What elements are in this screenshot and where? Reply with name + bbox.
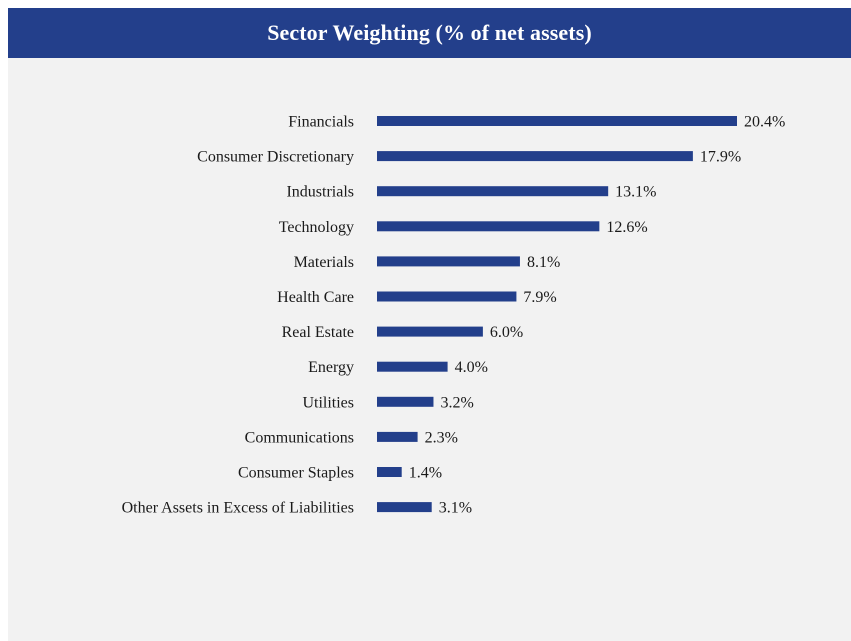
value-label: 2.3% bbox=[425, 429, 458, 446]
bar bbox=[377, 502, 432, 513]
category-label: Technology bbox=[279, 219, 354, 236]
value-label: 6.0% bbox=[490, 324, 523, 341]
category-label: Consumer Discretionary bbox=[197, 149, 354, 166]
category-label: Communications bbox=[245, 429, 354, 446]
bar bbox=[377, 186, 609, 197]
value-label: 4.0% bbox=[455, 359, 488, 376]
bar bbox=[377, 116, 737, 126]
bar bbox=[377, 361, 448, 372]
category-label: Financials bbox=[288, 114, 354, 131]
category-label: Other Assets in Excess of Liabilities bbox=[122, 500, 354, 517]
value-label: 20.4% bbox=[744, 114, 785, 131]
value-label: 17.9% bbox=[700, 149, 741, 166]
value-label: 3.1% bbox=[439, 500, 472, 517]
value-label: 12.6% bbox=[606, 219, 647, 236]
bar bbox=[377, 256, 520, 267]
category-label: Real Estate bbox=[282, 324, 354, 341]
category-label: Energy bbox=[308, 359, 354, 376]
category-label: Utilities bbox=[302, 394, 354, 411]
bar bbox=[377, 291, 517, 302]
value-label: 1.4% bbox=[409, 465, 442, 482]
value-label: 8.1% bbox=[527, 254, 560, 271]
value-label: 13.1% bbox=[615, 184, 656, 201]
value-label: 7.9% bbox=[523, 289, 556, 306]
category-label: Consumer Staples bbox=[238, 465, 354, 482]
title-bar: Sector Weighting (% of net assets) bbox=[8, 8, 851, 58]
chart-title: Sector Weighting (% of net assets) bbox=[267, 20, 592, 45]
bar bbox=[377, 326, 483, 337]
category-label: Health Care bbox=[277, 289, 354, 306]
category-label: Industrials bbox=[286, 184, 354, 201]
category-label: Materials bbox=[294, 254, 354, 271]
value-label: 3.2% bbox=[440, 394, 473, 411]
bar bbox=[377, 151, 693, 162]
bar bbox=[377, 431, 418, 442]
chart-panel: Sector Weighting (% of net assets) bbox=[8, 8, 851, 641]
bar bbox=[377, 467, 402, 477]
bar bbox=[377, 221, 600, 232]
bar bbox=[377, 396, 434, 407]
